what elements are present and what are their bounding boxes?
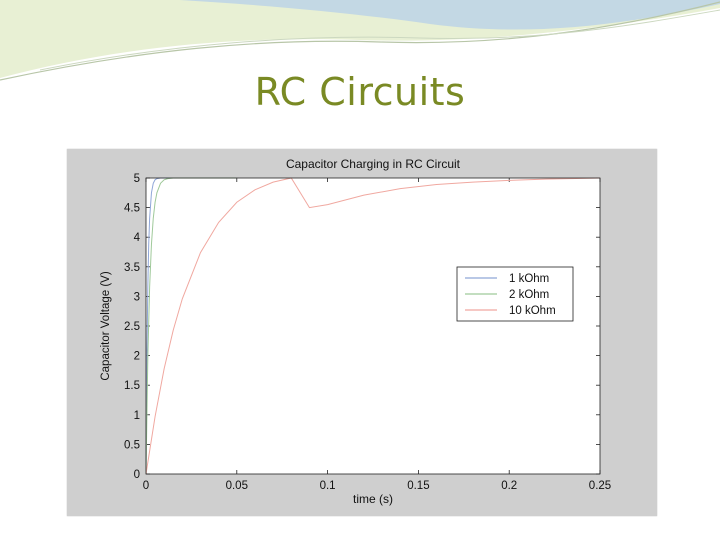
y-axis-label: Capacitor Voltage (V) (100, 271, 112, 380)
x-tick-label: 0 (143, 480, 149, 492)
y-tick-label: 3.5 (124, 262, 140, 274)
x-tick-label: 0.1 (320, 480, 336, 492)
legend-label: 2 kOhm (509, 289, 549, 301)
y-tick-label: 2.5 (124, 321, 140, 333)
legend-label: 10 kOhm (509, 305, 556, 317)
x-tick-label: 0.2 (501, 480, 517, 492)
header-wave-blue (180, 0, 720, 30)
y-tick-label: 4 (134, 232, 141, 244)
slide-header-decoration (0, 0, 720, 81)
slide-title: RC Circuits (254, 70, 466, 114)
header-swoosh-line (0, 1, 720, 81)
y-tick-label: 2 (134, 351, 140, 363)
y-axis-ticks: 0 0.5 1 1.5 2 2.5 3 3.5 4 4.5 5 (124, 173, 600, 481)
header-swoosh-line-2 (39, 9, 720, 71)
y-tick-label: 3 (134, 291, 140, 303)
figure-frame: Capacitor Charging in RC Circuit time (s… (67, 149, 657, 516)
y-tick-label: 5 (134, 173, 140, 185)
plot-area (146, 178, 600, 474)
x-tick-label: 0.25 (589, 480, 611, 492)
y-tick-label: 0 (134, 469, 140, 481)
y-tick-label: 0.5 (124, 439, 140, 451)
x-tick-label: 0.05 (226, 480, 248, 492)
chart-title: Capacitor Charging in RC Circuit (286, 157, 461, 171)
series-line-10-kohm (145, 177, 601, 475)
rc-charging-chart: Capacitor Charging in RC Circuit time (s… (100, 157, 611, 506)
y-tick-label: 1 (134, 410, 140, 422)
x-axis-label: time (s) (353, 492, 393, 506)
y-tick-label: 4.5 (124, 203, 140, 215)
plot-border (145, 177, 601, 475)
x-tick-label: 0.15 (407, 480, 429, 492)
legend-label: 1 kOhm (509, 273, 549, 285)
y-tick-label: 1.5 (124, 380, 140, 392)
chart-legend: 1 kOhm 2 kOhm 10 kOhm (456, 266, 574, 322)
